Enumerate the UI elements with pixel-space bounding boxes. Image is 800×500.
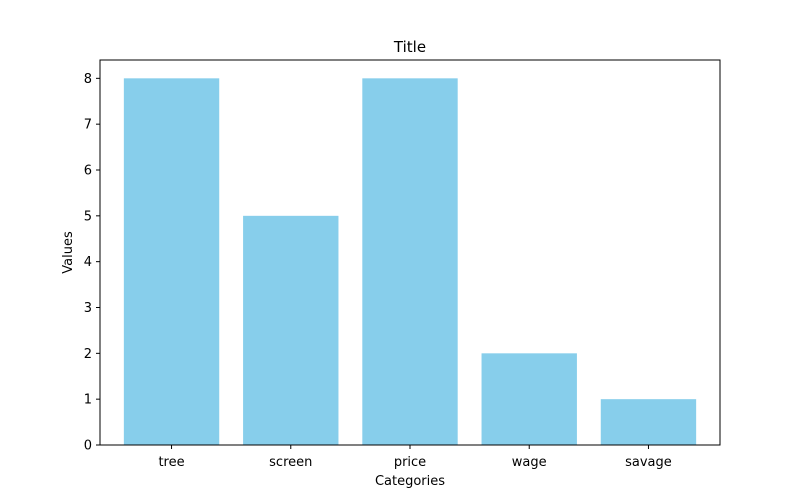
x-axis-ticks: tree screen price wage savage	[158, 445, 672, 470]
chart-title: Title	[393, 38, 426, 56]
y-tick-label: 4	[84, 255, 92, 270]
bars-group	[123, 78, 697, 445]
y-axis-ticks: 0 1 2 3 4 5 6 7 8	[84, 72, 100, 454]
x-tick-label: wage	[512, 455, 547, 470]
y-tick-label: 1	[84, 393, 92, 408]
bar-price	[362, 78, 458, 445]
y-tick-label: 5	[84, 209, 92, 224]
x-axis-label: Categories	[375, 474, 445, 489]
y-axis-label: Values	[61, 231, 76, 274]
y-tick-label: 0	[84, 439, 92, 454]
bar-tree	[123, 78, 220, 445]
y-tick-label: 2	[84, 347, 92, 362]
bar-wage	[481, 353, 577, 445]
bar-savage	[600, 399, 697, 445]
x-tick-label: tree	[158, 455, 184, 470]
x-tick-label: savage	[625, 455, 672, 470]
y-tick-label: 6	[84, 164, 92, 179]
plot-frame	[99, 59, 721, 446]
y-tick-label: 3	[84, 301, 92, 316]
bar-screen	[243, 215, 339, 445]
y-tick-label: 7	[84, 118, 92, 133]
y-tick-label: 8	[84, 72, 92, 87]
x-tick-label: price	[394, 455, 426, 470]
x-tick-label: screen	[269, 455, 312, 470]
